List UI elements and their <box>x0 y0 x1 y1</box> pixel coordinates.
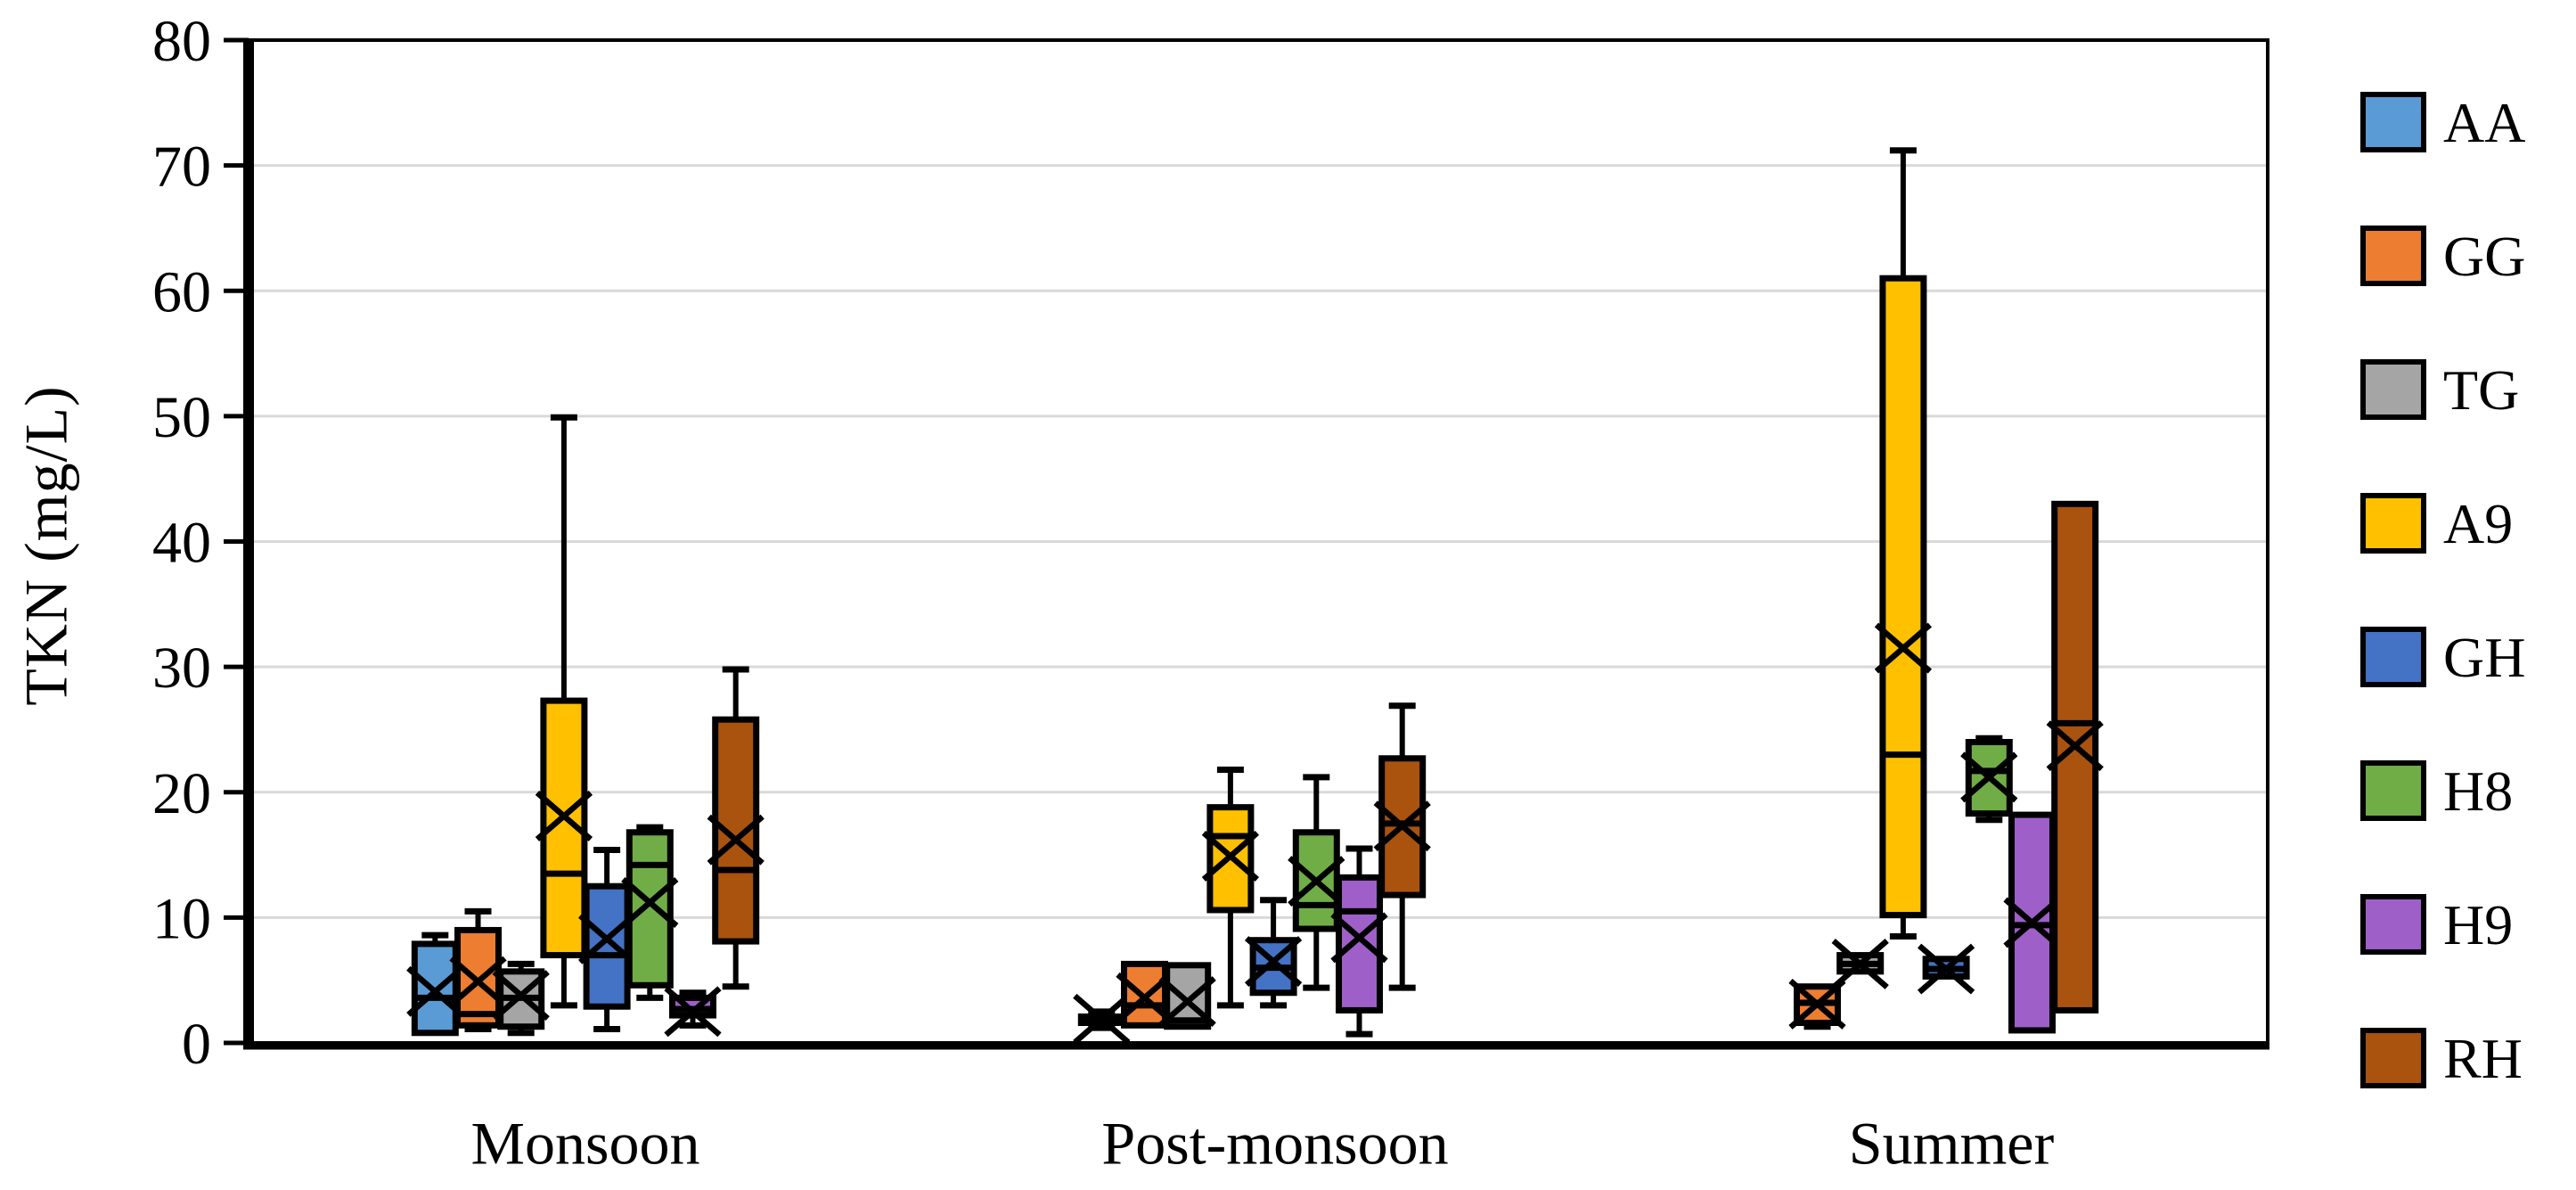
legend-label-RH: RH <box>2443 1027 2523 1090</box>
box-H9-summer <box>2003 811 2061 1034</box>
legend-swatch-H8 <box>2360 760 2426 821</box>
iqr-box <box>1879 275 1927 919</box>
box-H9-post-monsoon <box>1330 845 1388 1038</box>
box-H8-monsoon <box>621 824 679 1001</box>
iqr-box <box>626 829 674 989</box>
mean-x-marker <box>1201 831 1260 882</box>
mean-x-marker <box>1244 936 1303 988</box>
mean-x-marker <box>1288 856 1345 907</box>
legend-swatch-H9 <box>2360 894 2426 955</box>
mean-x-marker <box>1373 800 1431 852</box>
x-category-label-summer: Summer <box>1848 1109 2055 1178</box>
box-A9-post-monsoon <box>1201 766 1260 1009</box>
mean-x-marker <box>664 986 722 1038</box>
box-GH-post-monsoon <box>1244 897 1303 1009</box>
legend-label-H8: H8 <box>2443 759 2513 823</box>
y-tick-label: 10 <box>152 886 211 951</box>
y-tick-label: 40 <box>152 511 211 576</box>
x-category-label-monsoon: Monsoon <box>470 1109 700 1178</box>
mean-x-marker <box>1073 993 1131 1045</box>
box-GG-monsoon <box>449 907 507 1033</box>
box-AA-monsoon <box>406 931 464 1037</box>
mean-x-marker <box>2046 720 2104 772</box>
box-RH-summer <box>2046 500 2104 1014</box>
mean-x-marker <box>1960 751 2018 803</box>
legend-item-GG: GG <box>2360 225 2525 288</box>
legend-swatch-TG <box>2360 359 2426 420</box>
legend-swatch-GH <box>2360 627 2426 687</box>
box-TG-summer <box>1831 938 1889 989</box>
box-GG-summer <box>1788 978 1846 1030</box>
legend-item-RH: RH <box>2360 1027 2523 1090</box>
legend-item-H8: H8 <box>2360 759 2513 823</box>
mean-x-marker <box>535 791 593 841</box>
legend-item-A9: A9 <box>2360 492 2513 555</box>
mean-x-marker <box>449 956 507 1007</box>
legend-label-GG: GG <box>2443 225 2525 288</box>
legend-swatch-A9 <box>2360 493 2426 554</box>
legend-swatch-RH <box>2360 1028 2426 1088</box>
box-RH-post-monsoon <box>1373 702 1431 991</box>
legend-label-H9: H9 <box>2443 893 2513 956</box>
legend-item-TG: TG <box>2360 358 2519 422</box>
mean-x-marker <box>621 877 679 928</box>
legend-label-GH: GH <box>2443 626 2525 689</box>
legend-label-TG: TG <box>2443 358 2519 422</box>
mean-x-marker <box>1917 943 1975 995</box>
legend-swatch-AA <box>2360 92 2426 152</box>
y-tick-label: 70 <box>152 135 211 200</box>
legend-label-A9: A9 <box>2443 492 2513 555</box>
x-category-label-post-monsoon: Post-monsoon <box>1101 1109 1449 1178</box>
box-GH-summer <box>1917 943 1975 995</box>
box-A9-summer <box>1874 147 1933 940</box>
y-tick-label: 60 <box>152 259 211 324</box>
mean-x-marker <box>406 965 464 1017</box>
box-H8-summer <box>1960 735 2018 824</box>
mean-x-marker <box>707 814 765 866</box>
y-tick-label: 20 <box>152 761 211 826</box>
box-H8-post-monsoon <box>1288 774 1345 991</box>
iqr-box <box>1336 874 1383 1014</box>
box-TG-post-monsoon <box>1158 962 1216 1030</box>
mean-x-marker <box>1874 622 1933 674</box>
y-tick-label: 50 <box>152 385 211 450</box>
legend-label-AA: AA <box>2443 91 2525 154</box>
iqr-box <box>583 882 631 1010</box>
mean-x-marker <box>492 970 550 1022</box>
y-axis-title: TKN (mg/L) <box>12 385 80 706</box>
box-AA-post-monsoon <box>1073 993 1131 1045</box>
iqr-box <box>1292 829 1340 932</box>
y-tick-label: 0 <box>182 1012 211 1077</box>
y-tick-label: 30 <box>152 636 211 701</box>
legend-item-GH: GH <box>2360 626 2525 689</box>
mean-x-marker <box>1158 976 1216 1028</box>
box-TG-monsoon <box>492 960 550 1037</box>
legend-item-H9: H9 <box>2360 893 2513 956</box>
mean-x-marker <box>2003 897 2061 948</box>
box-A9-monsoon <box>535 414 593 1009</box>
legend-item-AA: AA <box>2360 91 2525 154</box>
y-tick-label: 80 <box>152 9 211 74</box>
box-H9-monsoon <box>664 986 722 1038</box>
legend-swatch-GG <box>2360 226 2426 286</box>
box-GG-post-monsoon <box>1116 960 1174 1029</box>
box-RH-monsoon <box>707 666 765 990</box>
mean-x-marker <box>1831 938 1889 989</box>
mean-x-marker <box>1330 912 1388 964</box>
